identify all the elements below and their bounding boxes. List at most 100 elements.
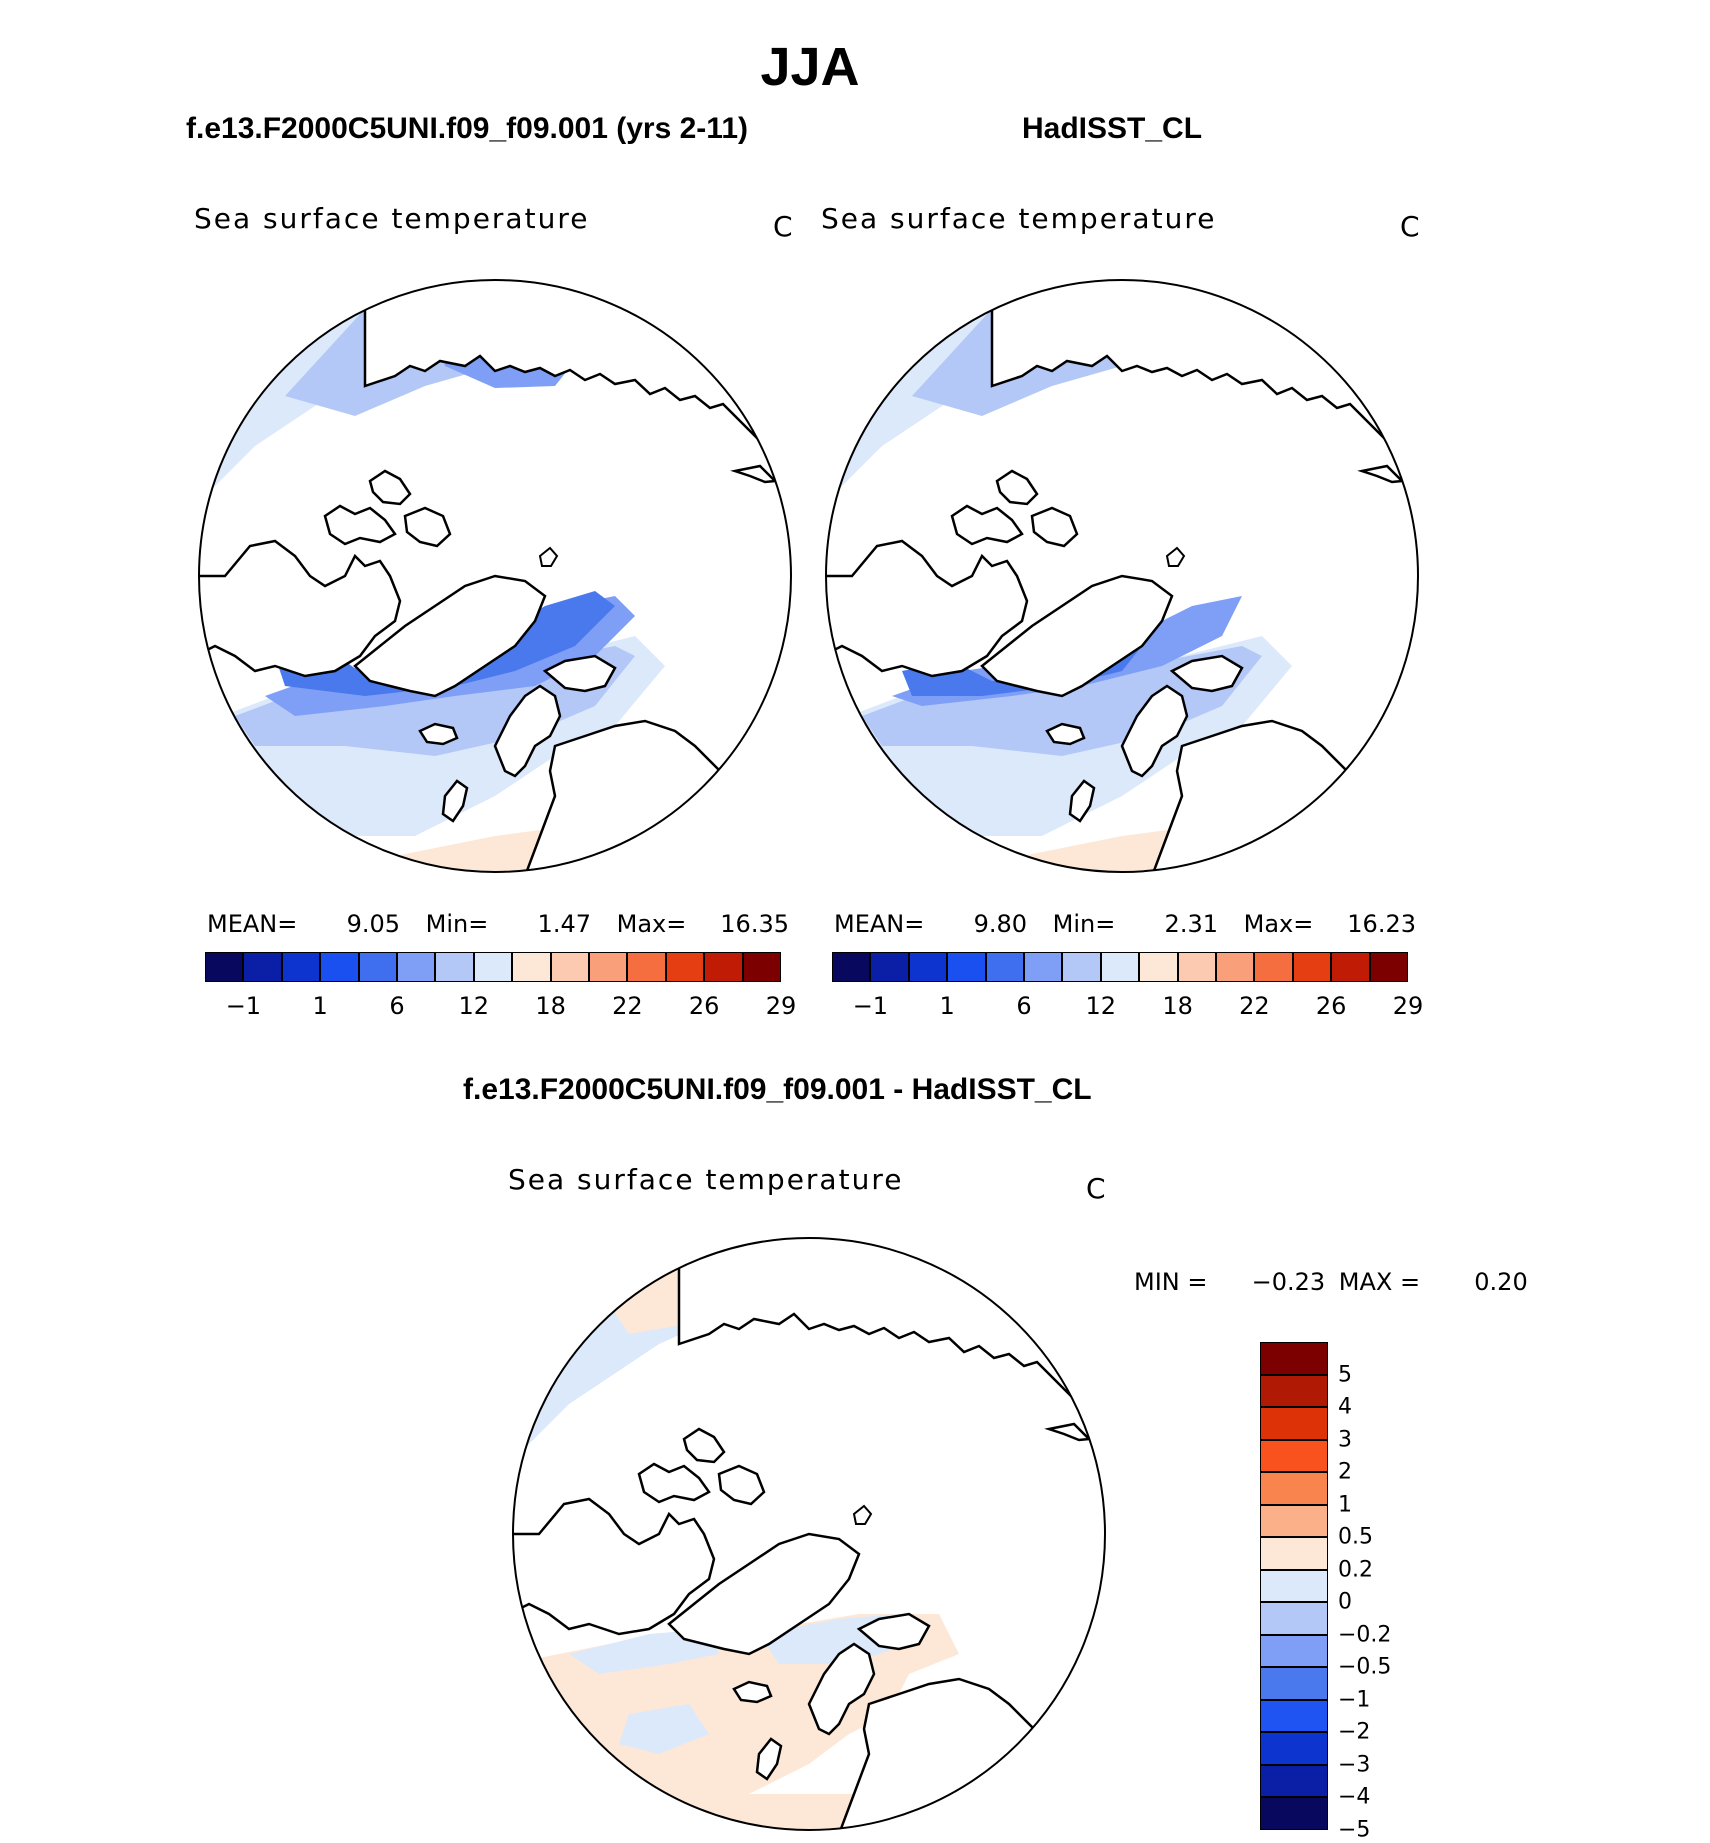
right-map <box>825 279 1419 873</box>
diff-colorbar-label: 2 <box>1338 1459 1352 1485</box>
right-colorbar-swatch <box>1292 952 1332 982</box>
left-colorbar-swatch <box>742 952 781 982</box>
diff-colorbar-ticks: 5 4 3 2 1 0.5 0.2 0 −0.2 −0.5 −1 −2 −3 −4 −5 <box>1338 1342 1418 1842</box>
right-colorbar-swatch <box>1100 952 1140 982</box>
right-colorbar-swatch <box>1216 952 1255 982</box>
diff-map <box>512 1237 1106 1831</box>
left-mean-value: 9.05 <box>346 910 400 938</box>
right-mean-label: MEAN= <box>834 910 925 938</box>
left-colorbar-label: 6 <box>389 992 405 1020</box>
right-min-value: 2.31 <box>1164 910 1218 938</box>
left-colorbar-swatch <box>704 952 743 982</box>
left-units-label: C <box>773 210 795 243</box>
left-colorbar-swatch <box>550 952 589 982</box>
right-variable-label: Sea surface temperature <box>821 202 1217 235</box>
right-stats: MEAN= 9.80 Min= 2.31 Max= 16.23 <box>834 910 1416 938</box>
right-colorbar-swatch <box>870 952 909 982</box>
right-colorbar-label: 18 <box>1162 992 1193 1020</box>
diff-colorbar-swatch <box>1260 1602 1328 1635</box>
right-colorbar-swatch <box>832 952 871 982</box>
diff-colorbar-swatch <box>1260 1634 1328 1668</box>
right-colorbar-swatch <box>985 952 1024 982</box>
diff-max-value: 0.20 <box>1474 1268 1528 1296</box>
diff-colorbar-swatch <box>1260 1537 1328 1570</box>
left-colorbar-swatch <box>435 952 474 982</box>
left-colorbar-swatch <box>243 952 282 982</box>
diff-colorbar-label: −0.5 <box>1338 1654 1392 1680</box>
left-max-value: 16.35 <box>720 910 789 938</box>
right-colorbar-label: 6 <box>1016 992 1032 1020</box>
right-units-label: C <box>1400 210 1422 243</box>
right-colorbar-swatch <box>1024 952 1063 982</box>
diff-min-value: −0.23 <box>1251 1268 1326 1296</box>
right-colorbar-swatch <box>1331 952 1370 982</box>
left-stats: MEAN= 9.05 Min= 1.47 Max= 16.35 <box>207 910 789 938</box>
right-colorbar-label: 29 <box>1392 992 1424 1020</box>
right-colorbar-label: 12 <box>1085 992 1117 1020</box>
diff-colorbar-label: 4 <box>1338 1394 1352 1420</box>
left-colorbar-label: 26 <box>688 992 720 1020</box>
diff-colorbar-swatch <box>1260 1439 1328 1473</box>
left-colorbar-swatch <box>665 952 705 982</box>
diff-colorbar-swatch <box>1260 1342 1328 1375</box>
left-variable-label: Sea surface temperature <box>194 202 590 235</box>
diff-colorbar-label: 3 <box>1338 1427 1352 1453</box>
diff-variable-label: Sea surface temperature <box>508 1163 904 1196</box>
left-colorbar-label: 22 <box>612 992 643 1020</box>
diff-max-label: MAX = <box>1338 1268 1421 1296</box>
diff-colorbar-label: 1 <box>1338 1492 1352 1518</box>
diff-colorbar-label: −0.2 <box>1338 1622 1392 1648</box>
season-title: JJA <box>760 37 860 97</box>
diff-colorbar-swatch <box>1260 1764 1328 1798</box>
diff-colorbar-label: −5 <box>1338 1817 1371 1843</box>
right-colorbar-swatch <box>1177 952 1216 982</box>
right-max-label: Max= <box>1243 910 1314 938</box>
diff-colorbar-label: 0.5 <box>1338 1524 1373 1550</box>
diff-min-label: MIN = <box>1134 1268 1208 1296</box>
diff-colorbar-swatch <box>1260 1504 1328 1538</box>
right-panel-title: HadISST_CL <box>1022 112 1203 145</box>
right-colorbar-label: 26 <box>1315 992 1347 1020</box>
right-colorbar-label: 1 <box>939 992 955 1020</box>
diff-colorbar-swatch <box>1260 1374 1328 1408</box>
left-colorbar-label: 1 <box>312 992 328 1020</box>
left-colorbar-swatch <box>473 952 513 982</box>
right-colorbar-swatch <box>908 952 948 982</box>
right-colorbar-swatch <box>1369 952 1408 982</box>
left-colorbar-label: 18 <box>535 992 566 1020</box>
diff-colorbar-label: 0.2 <box>1338 1557 1373 1583</box>
left-colorbar-swatch <box>627 952 666 982</box>
left-min-value: 1.47 <box>537 910 591 938</box>
diff-panel-title: f.e13.F2000C5UNI.f09_f09.001 - HadISST_C… <box>463 1073 1092 1106</box>
diff-colorbar-label: 0 <box>1338 1589 1352 1615</box>
left-colorbar-swatch <box>512 952 551 982</box>
left-colorbar-swatch <box>589 952 628 982</box>
left-max-label: Max= <box>616 910 687 938</box>
diff-colorbar <box>1260 1342 1328 1830</box>
diff-colorbar-swatch <box>1260 1699 1328 1733</box>
diff-colorbar-swatch <box>1260 1407 1328 1440</box>
right-colorbar-label: −1 <box>852 992 889 1020</box>
left-colorbar-label: 29 <box>765 992 797 1020</box>
left-panel-title: f.e13.F2000C5UNI.f09_f09.001 (yrs 2-11) <box>186 112 749 145</box>
left-colorbar-swatch <box>397 952 436 982</box>
left-min-label: Min= <box>425 910 489 938</box>
diff-colorbar-swatch <box>1260 1797 1328 1830</box>
left-colorbar <box>205 952 781 982</box>
diff-colorbar-swatch <box>1260 1732 1328 1765</box>
right-colorbar-swatch <box>1254 952 1293 982</box>
left-colorbar-ticks: −1 1 6 12 18 22 26 29 <box>205 992 797 1022</box>
right-min-label: Min= <box>1052 910 1116 938</box>
left-mean-label: MEAN= <box>207 910 298 938</box>
diff-colorbar-swatch <box>1260 1569 1328 1603</box>
left-map <box>198 279 792 873</box>
left-colorbar-swatch <box>205 952 244 982</box>
left-colorbar-swatch <box>281 952 321 982</box>
diff-colorbar-label: −1 <box>1338 1687 1371 1713</box>
right-mean-value: 9.80 <box>973 910 1027 938</box>
diff-stats: MIN = −0.23 MAX = 0.20 <box>1134 1268 1528 1296</box>
diff-colorbar-swatch <box>1260 1472 1328 1505</box>
diff-colorbar-label: −3 <box>1338 1752 1371 1778</box>
diff-colorbar-label: −4 <box>1338 1784 1371 1810</box>
right-max-value: 16.23 <box>1347 910 1416 938</box>
